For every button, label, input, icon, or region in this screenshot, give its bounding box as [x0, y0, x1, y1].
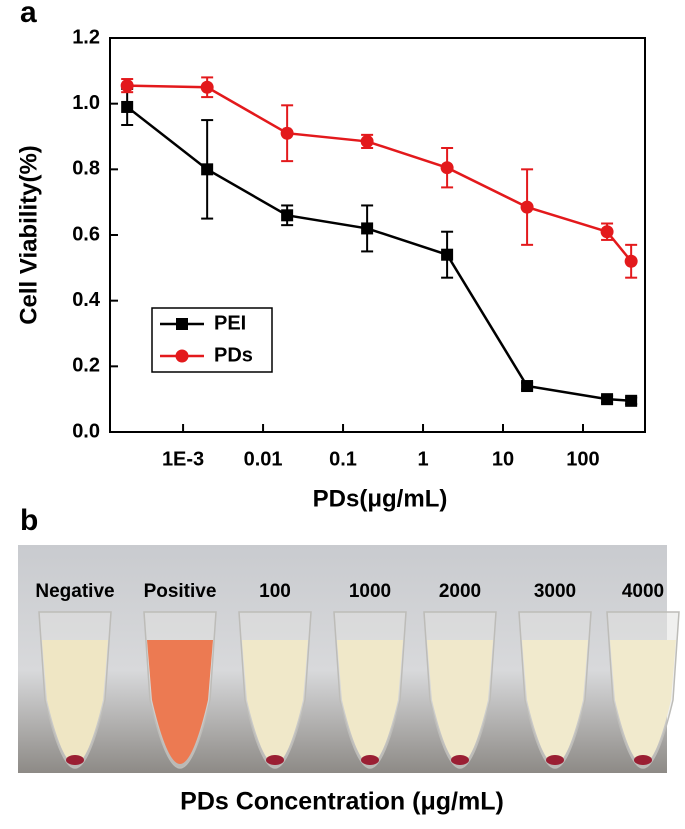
- plot-frame: [109, 37, 646, 433]
- tube-liquid: [337, 640, 403, 764]
- marker: [201, 163, 214, 176]
- legend-marker: [175, 349, 189, 363]
- x-tick-label: 1: [417, 448, 428, 470]
- marker: [601, 393, 614, 406]
- marker: [520, 200, 534, 214]
- tube-label: 2000: [439, 581, 481, 602]
- y-tick-label: 1.0: [72, 92, 100, 114]
- series-line: [127, 84, 633, 263]
- caption: PDs Concentration (μg/mL): [180, 788, 504, 816]
- x-tick-label: 100: [566, 448, 599, 470]
- legend-label: PDs: [214, 344, 253, 366]
- marker: [280, 126, 294, 140]
- panel-label: b: [20, 504, 38, 537]
- y-tick-label: 0.8: [72, 158, 100, 180]
- marker: [281, 209, 294, 222]
- y-tick-label: 0.4: [72, 289, 101, 311]
- tube-liquid: [242, 640, 308, 764]
- tube-label: 4000: [622, 581, 664, 602]
- series-line: [126, 105, 632, 403]
- x-tick-label: 0.1: [329, 448, 357, 470]
- legend-marker: [176, 318, 188, 330]
- tube-label: 1000: [349, 581, 391, 602]
- x-tick-label: 0.01: [244, 448, 283, 470]
- tube-liquid: [522, 640, 588, 764]
- y-axis-title: Cell Viability(%): [15, 145, 42, 325]
- panel-label: a: [20, 0, 37, 29]
- tube-label: Positive: [144, 581, 217, 602]
- y-tick-label: 0.6: [72, 223, 100, 245]
- marker: [521, 380, 534, 393]
- marker: [120, 79, 134, 93]
- pellet: [66, 755, 84, 765]
- pellet: [266, 755, 284, 765]
- tube-liquid: [610, 640, 676, 764]
- pellet: [361, 755, 379, 765]
- x-tick-label: 10: [492, 448, 514, 470]
- y-tick-label: 1.2: [72, 26, 100, 48]
- tube-label: Negative: [35, 581, 114, 602]
- pellet: [634, 755, 652, 765]
- marker: [360, 134, 374, 148]
- y-tick-label: 0.2: [72, 355, 100, 377]
- pellet: [451, 755, 469, 765]
- marker: [200, 80, 214, 94]
- x-axis-title: PDs(μg/mL): [313, 485, 448, 512]
- tube-liquid: [147, 640, 213, 764]
- marker: [440, 161, 454, 175]
- tube-label: 3000: [534, 581, 576, 602]
- marker: [600, 225, 614, 239]
- legend-box: [151, 307, 273, 373]
- tube-liquid: [42, 640, 108, 764]
- marker: [441, 248, 454, 261]
- marker: [121, 100, 134, 113]
- tube-label: 100: [259, 581, 291, 602]
- tube-liquid: [427, 640, 493, 764]
- marker: [625, 394, 638, 407]
- pellet: [546, 755, 564, 765]
- marker: [624, 254, 638, 268]
- legend-label: PEI: [214, 312, 246, 334]
- marker: [361, 222, 374, 235]
- y-tick-label: 0.0: [72, 420, 100, 442]
- x-tick-label: 1E-3: [162, 448, 204, 470]
